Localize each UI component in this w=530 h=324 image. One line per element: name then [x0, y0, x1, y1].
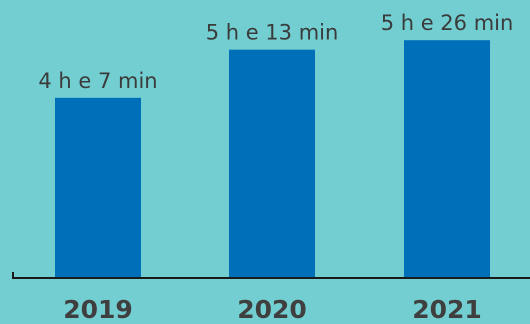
x-tick-labels-group: 2019 2020 2021 [63, 295, 482, 324]
x-tick-label-2019: 2019 [63, 295, 133, 324]
bar-2020 [229, 49, 315, 278]
x-tick-label-2021: 2021 [412, 295, 482, 324]
data-labels-group: 4 h e 7 min 5 h e 13 min 5 h e 26 min [38, 11, 513, 93]
bar-2021 [404, 40, 490, 279]
x-axis [12, 272, 530, 279]
bars-group [55, 40, 490, 279]
x-tick-label-2020: 2020 [237, 295, 307, 324]
bar-2019 [55, 97, 141, 278]
data-label-2021: 5 h e 26 min [381, 11, 514, 35]
data-label-2020: 5 h e 13 min [206, 21, 339, 45]
data-label-2019: 4 h e 7 min [38, 69, 157, 93]
